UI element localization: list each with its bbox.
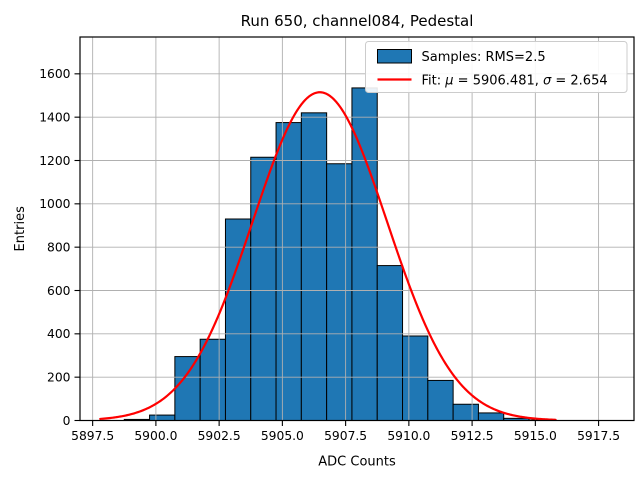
fit-curve <box>99 91 557 421</box>
histogram-bar <box>376 265 404 421</box>
axes-frame <box>79 36 635 422</box>
y-tick-label: 1600 <box>39 67 70 81</box>
chart-title: Run 650, channel084, Pedestal <box>241 12 474 30</box>
x-axis-label: ADC Counts <box>318 455 396 470</box>
histogram-bar <box>326 163 353 421</box>
y-tick-label: 0 <box>63 414 71 428</box>
legend-fit-label: Fit: μ = 5906.481, σ = 2.654 <box>422 74 608 89</box>
histogram-bar <box>402 335 429 421</box>
y-tick-label: 200 <box>47 370 70 384</box>
x-tick-label: 5910.0 <box>387 429 430 443</box>
y-tick-label: 400 <box>47 327 70 341</box>
histogram-bar <box>300 112 328 422</box>
y-tick-label: 800 <box>47 240 70 254</box>
histogram-bar <box>174 356 201 421</box>
histogram-bar <box>351 87 378 421</box>
histogram-bar <box>427 379 454 422</box>
histogram-bar <box>224 218 252 421</box>
histogram-bar <box>275 122 302 422</box>
histogram-bar <box>149 414 176 421</box>
legend-box <box>365 41 628 93</box>
legend-samples-label: Samples: RMS=2.5 <box>422 50 546 65</box>
x-tick-label: 5915.0 <box>514 429 557 443</box>
x-tick-label: 5912.5 <box>451 429 494 443</box>
x-tick-label: 5897.5 <box>71 429 114 443</box>
histogram-bar <box>250 156 277 421</box>
x-tick-label: 5917.5 <box>577 429 620 443</box>
histogram-bar <box>452 403 479 421</box>
legend-samples-swatch <box>377 49 412 64</box>
legend: Samples: RMS=2.5 Fit: μ = 5906.481, σ = 2… <box>365 41 628 93</box>
y-tick-label: 1400 <box>39 110 70 124</box>
histogram-bar <box>199 338 226 421</box>
x-tick-label: 5905.0 <box>261 429 304 443</box>
y-axis-label: Entries <box>13 206 28 252</box>
y-tick-label: 1200 <box>39 154 70 168</box>
y-tick-label: 600 <box>47 284 70 298</box>
x-tick-label: 5902.5 <box>198 429 241 443</box>
histogram-bar <box>477 412 505 422</box>
y-tick-label: 1000 <box>39 197 70 211</box>
x-tick-label: 5907.5 <box>324 429 367 443</box>
x-tick-label: 5900.0 <box>134 429 177 443</box>
